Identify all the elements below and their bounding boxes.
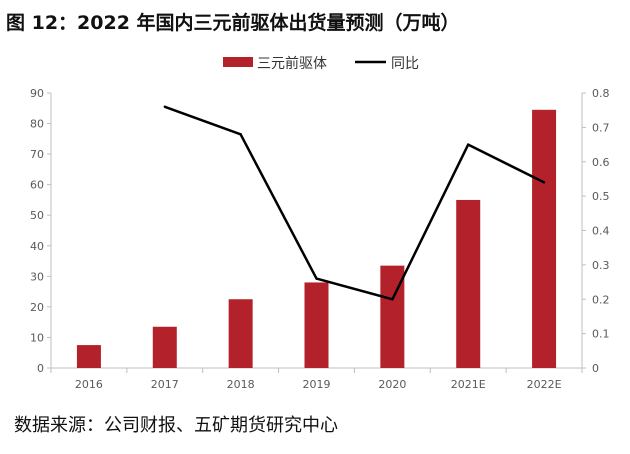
x-tick-label: 2018 <box>227 378 255 391</box>
bar <box>152 326 177 368</box>
y-left-tick-label: 10 <box>30 331 44 344</box>
y-right-tick-label: 0 <box>592 362 599 375</box>
y-left-tick-label: 50 <box>30 209 44 222</box>
y-right-tick-label: 0.7 <box>592 121 610 134</box>
y-left-tick-label: 80 <box>30 118 44 131</box>
bar <box>304 282 329 368</box>
legend-line-label: 同比 <box>391 56 419 72</box>
y-left-tick-label: 40 <box>30 240 44 253</box>
bar <box>228 299 253 368</box>
legend-bar-swatch <box>223 57 253 67</box>
legend: 三元前驱体 同比 <box>223 55 419 72</box>
x-tick-label: 2017 <box>151 378 179 391</box>
y-left-tick-label: 60 <box>30 179 44 192</box>
plot-area: 0 10 20 30 40 50 60 70 80 90 0 0.1 0.2 0.3 0.4 0.5 0.6 0.… <box>30 87 610 391</box>
y-left-tick-label: 30 <box>30 270 44 283</box>
x-tick-label: 2022E <box>527 378 562 391</box>
y-right-tick-label: 0.6 <box>592 156 610 169</box>
y-left-tick-label: 0 <box>37 362 44 375</box>
chart: 三元前驱体 同比 0 10 20 30 40 50 60 70 80 90 0 0.1 0.2 0.3 0.… <box>30 55 610 391</box>
yoy-point <box>467 143 470 146</box>
yoy-point <box>239 133 242 136</box>
figure-title: 图 12：2022 年国内三元前驱体出货量预测（万吨） <box>6 12 460 34</box>
y-right-tick-label: 0.1 <box>592 328 610 341</box>
x-tick-label: 2016 <box>75 378 103 391</box>
x-tick-label: 2019 <box>303 378 331 391</box>
yoy-line <box>164 105 545 301</box>
legend-bar-label: 三元前驱体 <box>257 55 327 72</box>
bar <box>532 109 557 369</box>
y-left-tick-label: 20 <box>30 301 44 314</box>
figure-source: 数据来源：公司财报、五矿期货研究中心 <box>14 415 338 436</box>
y-right-tick-label: 0.8 <box>592 87 610 100</box>
yoy-point <box>542 181 546 184</box>
x-tick-label: 2020 <box>378 378 406 391</box>
y-left-tick-label: 70 <box>30 148 44 161</box>
x-tick-label: 2021E <box>451 378 486 391</box>
y-left-tick-label: 90 <box>30 87 44 100</box>
yoy-point <box>391 298 394 301</box>
y-right-tick-label: 0.5 <box>592 190 610 203</box>
bar <box>76 345 101 368</box>
y-right-tick-label: 0.2 <box>592 293 610 306</box>
bar <box>456 199 481 368</box>
yoy-point <box>315 277 318 280</box>
yoy-point <box>163 105 166 108</box>
y-right-tick-label: 0.4 <box>592 225 610 238</box>
y-right-tick-label: 0.3 <box>592 259 610 272</box>
